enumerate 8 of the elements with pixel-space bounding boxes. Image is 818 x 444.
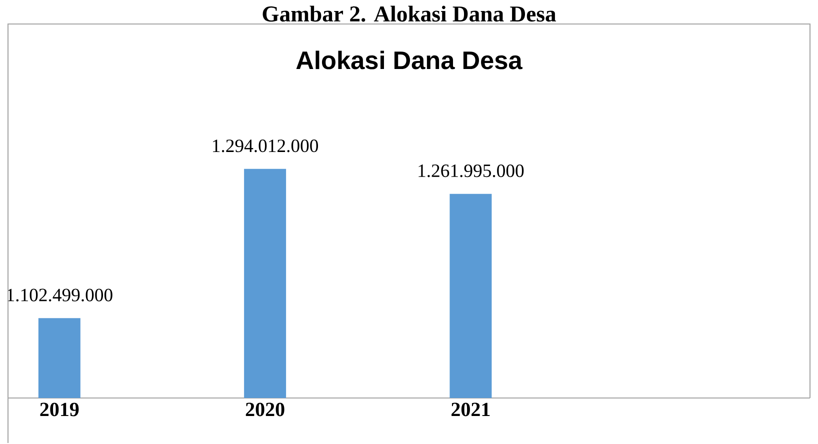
x-tick-label: 2021 xyxy=(452,402,490,416)
x-tick-label: 2019 xyxy=(40,402,79,416)
data-label: 1.261.995.000 xyxy=(418,164,524,178)
data-label: 1.294.012.000 xyxy=(213,140,318,152)
text: Alokasi Dana Desa xyxy=(296,50,522,70)
text: Gambar 2. Alokasi Dana Desa xyxy=(262,6,556,22)
x-tick-label: 2020 xyxy=(246,402,284,416)
data-label: 1.102.499.000 xyxy=(7,288,112,302)
